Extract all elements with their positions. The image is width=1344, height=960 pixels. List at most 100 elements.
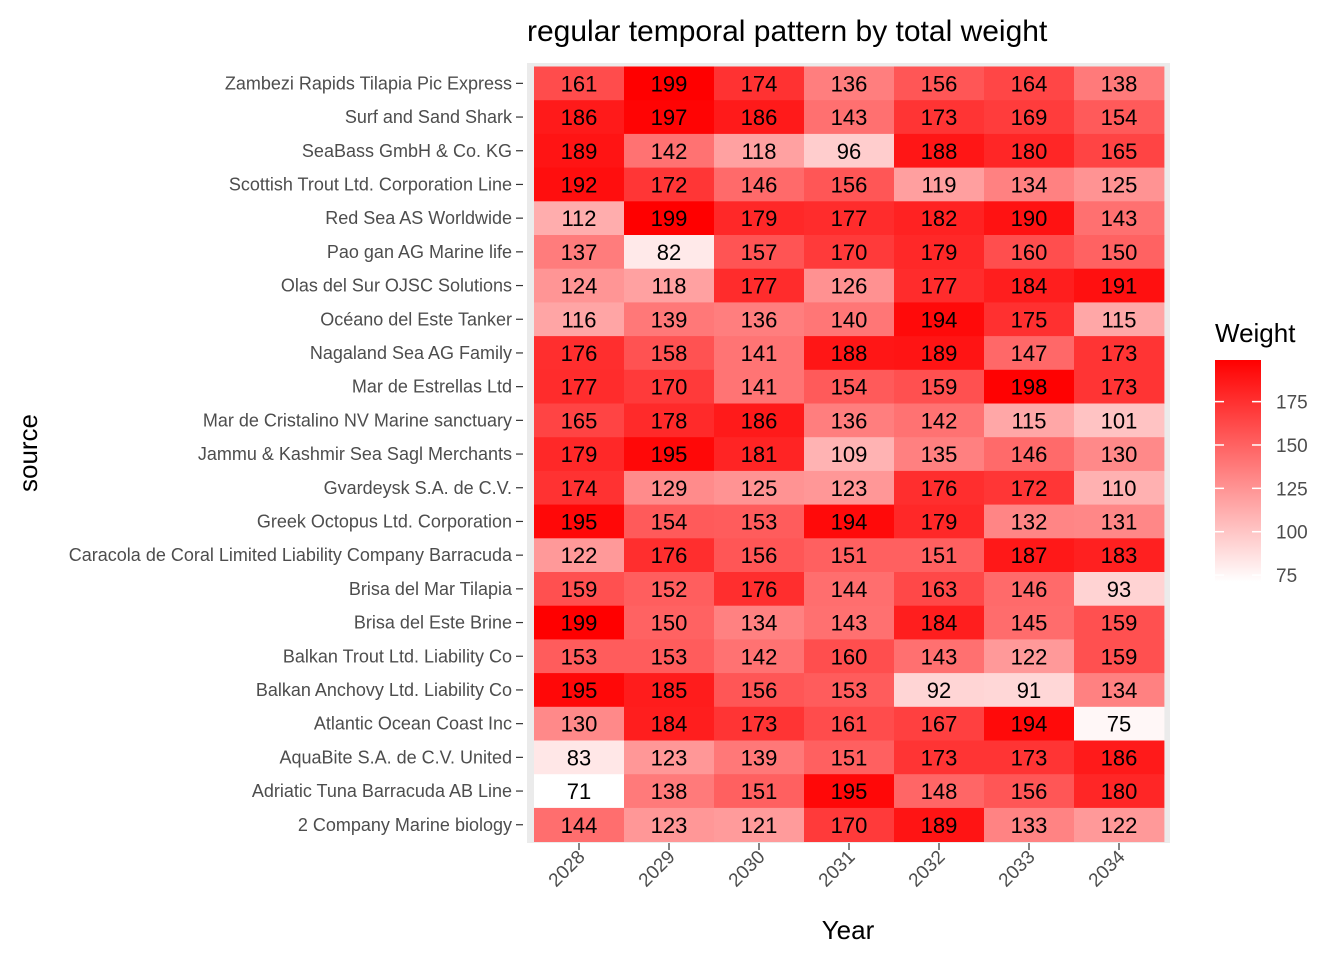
y-tick-label: Adriatic Tuna Barracuda AB Line [252, 781, 512, 801]
cell-value-label: 141 [741, 341, 778, 366]
cell-value-label: 177 [741, 274, 778, 299]
cell-value-label: 151 [921, 543, 958, 568]
heatmap-cell [804, 167, 895, 202]
heatmap-cell [984, 336, 1075, 371]
heatmap-cell [624, 706, 715, 741]
heatmap-cell [1074, 673, 1165, 708]
x-tick-label: 2034 [1085, 846, 1130, 891]
cell-value-label: 134 [1011, 172, 1048, 197]
cell-value-label: 138 [1101, 71, 1138, 96]
cell-value-label: 176 [741, 577, 778, 602]
cell-value-label: 176 [651, 543, 688, 568]
cell-value-label: 136 [741, 307, 778, 332]
cell-value-label: 161 [561, 71, 598, 96]
y-tick-label: Jammu & Kashmir Sea Sagl Merchants [198, 444, 512, 464]
heatmap-cell [894, 437, 985, 472]
heatmap-cell [894, 605, 985, 640]
cell-value-label: 122 [1011, 644, 1048, 669]
cell-value-label: 156 [921, 71, 958, 96]
heatmap-cell [894, 774, 985, 809]
cell-value-label: 142 [651, 139, 688, 164]
heatmap-cell [1074, 470, 1165, 505]
heatmap-cell [1074, 302, 1165, 337]
cell-value-label: 144 [561, 813, 598, 838]
cell-value-label: 182 [921, 206, 958, 231]
heatmap-cell [804, 470, 895, 505]
heatmap-cell [894, 100, 985, 135]
cell-value-label: 121 [741, 813, 778, 838]
heatmap-cell [1074, 807, 1165, 842]
heatmap-cell [984, 807, 1075, 842]
cell-value-label: 157 [741, 240, 778, 265]
heatmap-cell [534, 605, 625, 640]
y-axis-title: source [13, 414, 43, 492]
cell-value-label: 147 [1011, 341, 1048, 366]
cell-value-label: 194 [1011, 712, 1048, 737]
cell-value-label: 139 [741, 745, 778, 770]
heatmap-cell [624, 167, 715, 202]
heatmap-cell [534, 201, 625, 236]
cell-value-label: 167 [921, 712, 958, 737]
heatmap-cell [804, 66, 895, 101]
cell-value-label: 143 [921, 644, 958, 669]
heatmap-cell [804, 572, 895, 607]
x-tick-label: 2030 [725, 847, 770, 892]
heatmap-cell [534, 538, 625, 573]
heatmap-cell [624, 201, 715, 236]
y-tick-label: Caracola de Coral Limited Liability Comp… [69, 545, 513, 565]
cell-value-label: 172 [651, 172, 688, 197]
legend-title: Weight [1215, 318, 1296, 348]
heatmap-cell [624, 100, 715, 135]
heatmap-cell [624, 133, 715, 168]
heatmap-cell [1074, 201, 1165, 236]
cell-value-label: 144 [831, 577, 868, 602]
heatmap-cell [624, 268, 715, 303]
cell-value-label: 151 [831, 745, 868, 770]
heatmap-cell [894, 336, 985, 371]
cell-value-label: 165 [1101, 139, 1138, 164]
cell-value-label: 186 [741, 408, 778, 433]
cell-value-label: 174 [741, 71, 778, 96]
cell-value-label: 186 [1101, 745, 1138, 770]
heatmap-cell [984, 133, 1075, 168]
heatmap-cell [984, 201, 1075, 236]
cell-value-label: 115 [1101, 307, 1136, 332]
heatmap-cell [804, 807, 895, 842]
cell-value-label: 110 [1101, 476, 1136, 501]
cell-value-label: 188 [921, 139, 958, 164]
cell-value-label: 135 [921, 442, 958, 467]
heatmap-cell [804, 673, 895, 708]
cell-value-label: 178 [651, 408, 688, 433]
cell-value-label: 184 [651, 712, 688, 737]
heatmap-cell [1074, 133, 1165, 168]
heatmap-cell [804, 706, 895, 741]
heatmap-cell [984, 673, 1075, 708]
heatmap-cell [714, 336, 805, 371]
heatmap-cell [624, 639, 715, 674]
cell-value-label: 156 [1011, 779, 1048, 804]
cell-value-label: 176 [921, 476, 958, 501]
heatmap-cell [984, 740, 1075, 775]
cell-labels: 161 199 174 136 156 164 138 186 197 186 143 173 169 1… [561, 71, 1138, 837]
heatmap-cell [804, 774, 895, 809]
heatmap-cell [534, 268, 625, 303]
heatmap-cell [984, 639, 1075, 674]
y-tick-label: AquaBite S.A. de C.V. United [280, 747, 512, 767]
heatmap-cell [984, 167, 1075, 202]
heatmap-cell [894, 369, 985, 404]
cell-value-label: 145 [1011, 611, 1048, 636]
y-tick-label: Balkan Trout Ltd. Liability Co [283, 646, 512, 666]
y-tick-label: Atlantic Ocean Coast Inc [314, 714, 512, 734]
heatmap-cell [714, 470, 805, 505]
heatmap-cell [624, 673, 715, 708]
cell-value-label: 198 [1011, 375, 1048, 400]
heatmap-cell [534, 740, 625, 775]
cell-value-label: 156 [831, 172, 868, 197]
heatmap-cell [534, 673, 625, 708]
cell-value-label: 188 [831, 341, 868, 366]
heatmap-cell [984, 470, 1075, 505]
cell-value-label: 164 [1011, 71, 1048, 96]
heatmap-cell [804, 504, 895, 539]
cell-value-label: 184 [1011, 274, 1048, 299]
heatmap-cell [624, 235, 715, 270]
